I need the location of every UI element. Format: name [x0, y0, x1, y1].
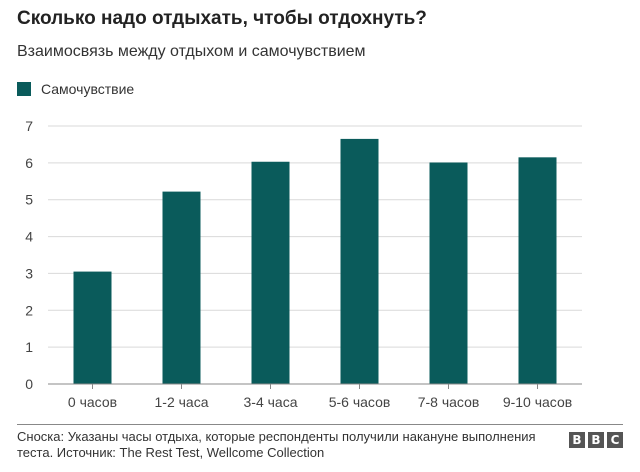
legend-swatch	[17, 82, 31, 96]
y-tick-label: 1	[25, 339, 33, 355]
bbc-logo-letter: B	[569, 432, 585, 448]
y-tick-label: 6	[25, 155, 33, 171]
bar-chart: 0 1 2 3 4 5 6 7 0 часов 1-2 часа 3-4 часа 5-6 часов…	[25, 118, 582, 410]
x-tick-label: 7-8 часов	[418, 394, 480, 410]
bar	[251, 161, 290, 384]
bar	[162, 191, 201, 384]
x-tick-label: 9-10 часов	[503, 394, 572, 410]
bbc-logo: B B C	[569, 432, 623, 448]
chart-subtitle: Взаимосвязь между отдыхом и самочувствие…	[17, 43, 366, 60]
x-tick-label: 1-2 часа	[155, 394, 209, 410]
legend: Самочувствие	[17, 80, 134, 98]
bbc-logo-letter: C	[607, 432, 623, 448]
bar	[340, 138, 379, 384]
chart-title: Сколько надо отдыхать, чтобы отдохнуть?	[17, 8, 427, 29]
y-tick-label: 0	[25, 376, 33, 392]
x-tick-label: 0 часов	[68, 394, 117, 410]
bar	[73, 271, 112, 384]
x-tick-label: 5-6 часов	[329, 394, 391, 410]
y-tick-label: 4	[25, 229, 33, 245]
y-tick-label: 7	[25, 118, 33, 134]
bbc-logo-letter: B	[588, 432, 604, 448]
y-tick-label: 2	[25, 302, 33, 318]
bar	[518, 157, 557, 384]
x-tick-label: 3-4 часа	[244, 394, 298, 410]
legend-label: Самочувствие	[41, 81, 135, 97]
footnote: Сноска: Указаны часы отдыха, которые рес…	[17, 429, 536, 460]
bar	[429, 162, 468, 384]
y-tick-label: 5	[25, 192, 33, 208]
y-tick-label: 3	[25, 265, 33, 281]
footer-divider	[17, 424, 623, 425]
